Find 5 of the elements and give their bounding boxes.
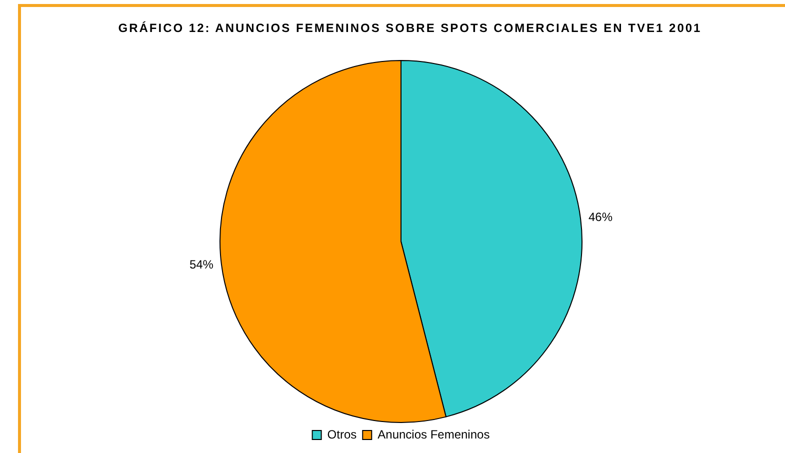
data-label: 54% [189, 258, 214, 272]
legend-label: Anuncios Femeninos [378, 427, 490, 442]
legend-label: Otros [327, 427, 357, 442]
data-label: 46% [588, 210, 613, 224]
chart-title: GRÁFICO 12: ANUNCIOS FEMENINOS SOBRE SPOTS COMERCIALES EN TVE1 2001 [117, 20, 703, 36]
